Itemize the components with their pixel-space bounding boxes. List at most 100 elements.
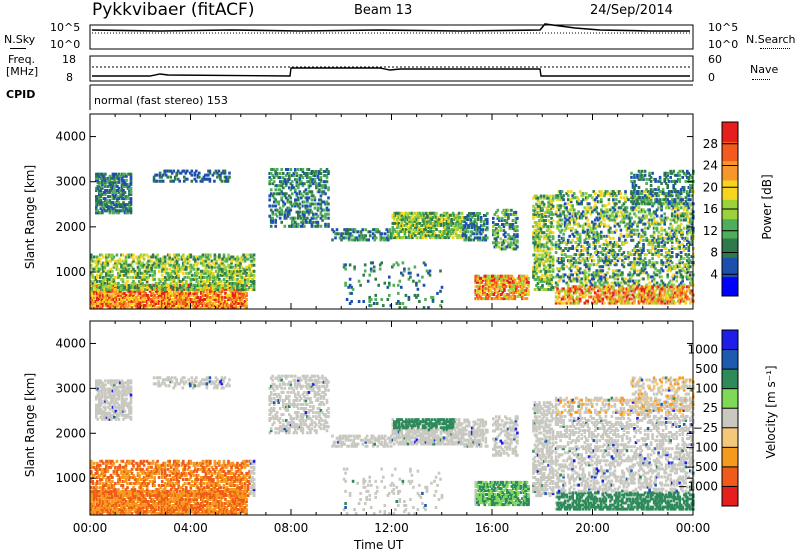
power-cell — [550, 286, 553, 289]
power-cell — [126, 288, 129, 291]
power-cell — [242, 293, 245, 297]
power-cell — [90, 306, 93, 310]
power-cell — [220, 179, 224, 183]
power-cell — [456, 228, 459, 231]
power-cell — [548, 235, 552, 239]
power-cell — [589, 194, 593, 198]
power-cell — [595, 230, 599, 234]
power-cell — [154, 255, 158, 259]
power-cell — [586, 299, 590, 303]
power-cell — [126, 184, 130, 188]
power-cell — [221, 284, 224, 287]
power-cell — [295, 172, 299, 175]
power-cell — [560, 196, 564, 200]
power-cell — [129, 291, 132, 295]
power-cell — [340, 238, 343, 242]
power-cell — [91, 291, 95, 295]
power-cell — [165, 295, 168, 299]
power-cell — [105, 285, 108, 289]
power-cell — [533, 261, 537, 265]
power-cell — [148, 288, 152, 291]
power-cell — [104, 209, 107, 213]
power-cell — [417, 211, 420, 215]
power-cell — [136, 288, 140, 291]
power-cell — [575, 236, 579, 240]
power-cell — [475, 236, 478, 240]
power-cell — [280, 210, 283, 214]
power-cell — [565, 226, 568, 230]
power-cell — [585, 289, 588, 293]
power-cell — [316, 190, 320, 194]
power-cell — [574, 214, 577, 218]
power-cell — [269, 168, 273, 171]
power-cell — [156, 261, 159, 265]
power-cell — [475, 297, 479, 301]
power-cell — [219, 300, 223, 303]
power-cell — [572, 192, 576, 196]
power-cell — [206, 304, 209, 308]
power-cell — [463, 224, 466, 228]
power-cell — [316, 220, 320, 224]
power-cell — [103, 289, 107, 293]
power-cell — [132, 289, 135, 293]
power-cell — [303, 172, 306, 175]
power-cell — [175, 293, 179, 297]
power-cell — [519, 293, 523, 296]
power-cell — [165, 277, 168, 281]
power-cell — [130, 261, 134, 265]
power-cell — [195, 302, 199, 305]
power-cell — [95, 211, 98, 215]
power-cell — [227, 283, 230, 287]
power-cell — [594, 299, 597, 303]
power-cell — [133, 275, 137, 279]
power-cell — [116, 184, 119, 188]
power-cell — [318, 184, 321, 188]
power-cell — [206, 289, 209, 293]
power-cell — [633, 301, 636, 305]
power-cell — [571, 263, 574, 267]
power-cell — [218, 267, 221, 271]
power-cell — [139, 255, 143, 259]
power-cell — [482, 297, 485, 301]
power-cell — [514, 235, 518, 239]
power-cell — [239, 279, 242, 283]
power-cell — [269, 192, 273, 196]
power-cell — [207, 257, 211, 261]
power-cell — [486, 220, 489, 224]
power-cell — [204, 304, 208, 308]
power-cell — [166, 300, 170, 303]
power-cell — [121, 284, 125, 287]
power-cell — [577, 285, 580, 289]
power-cell — [424, 213, 428, 217]
power-cell — [643, 297, 647, 301]
power-cell — [475, 230, 478, 234]
power-cell — [124, 302, 128, 305]
power-cell — [117, 191, 121, 194]
power-cell — [511, 235, 515, 239]
power-cell — [651, 291, 654, 295]
power-cell — [237, 281, 241, 285]
power-cell — [288, 178, 291, 182]
power-cell — [243, 286, 247, 289]
power-cell — [592, 240, 596, 244]
power-cell — [109, 286, 113, 289]
power-cell — [556, 206, 559, 210]
power-cell — [153, 265, 156, 269]
power-cell — [175, 173, 178, 177]
power-cell — [249, 286, 253, 289]
power-cell — [207, 169, 210, 173]
power-cell — [283, 214, 287, 218]
power-cell — [334, 232, 337, 236]
power-cell — [310, 194, 314, 198]
power-cell — [122, 174, 125, 178]
power-cell — [498, 225, 501, 229]
power-cell — [581, 295, 585, 299]
power-cell — [178, 302, 182, 305]
power-cell — [178, 171, 181, 175]
power-cell — [107, 178, 110, 182]
power-cell — [622, 287, 626, 291]
power-cell — [117, 211, 121, 215]
power-cell — [585, 222, 588, 226]
power-cell — [178, 289, 182, 293]
power-cell — [117, 189, 121, 192]
